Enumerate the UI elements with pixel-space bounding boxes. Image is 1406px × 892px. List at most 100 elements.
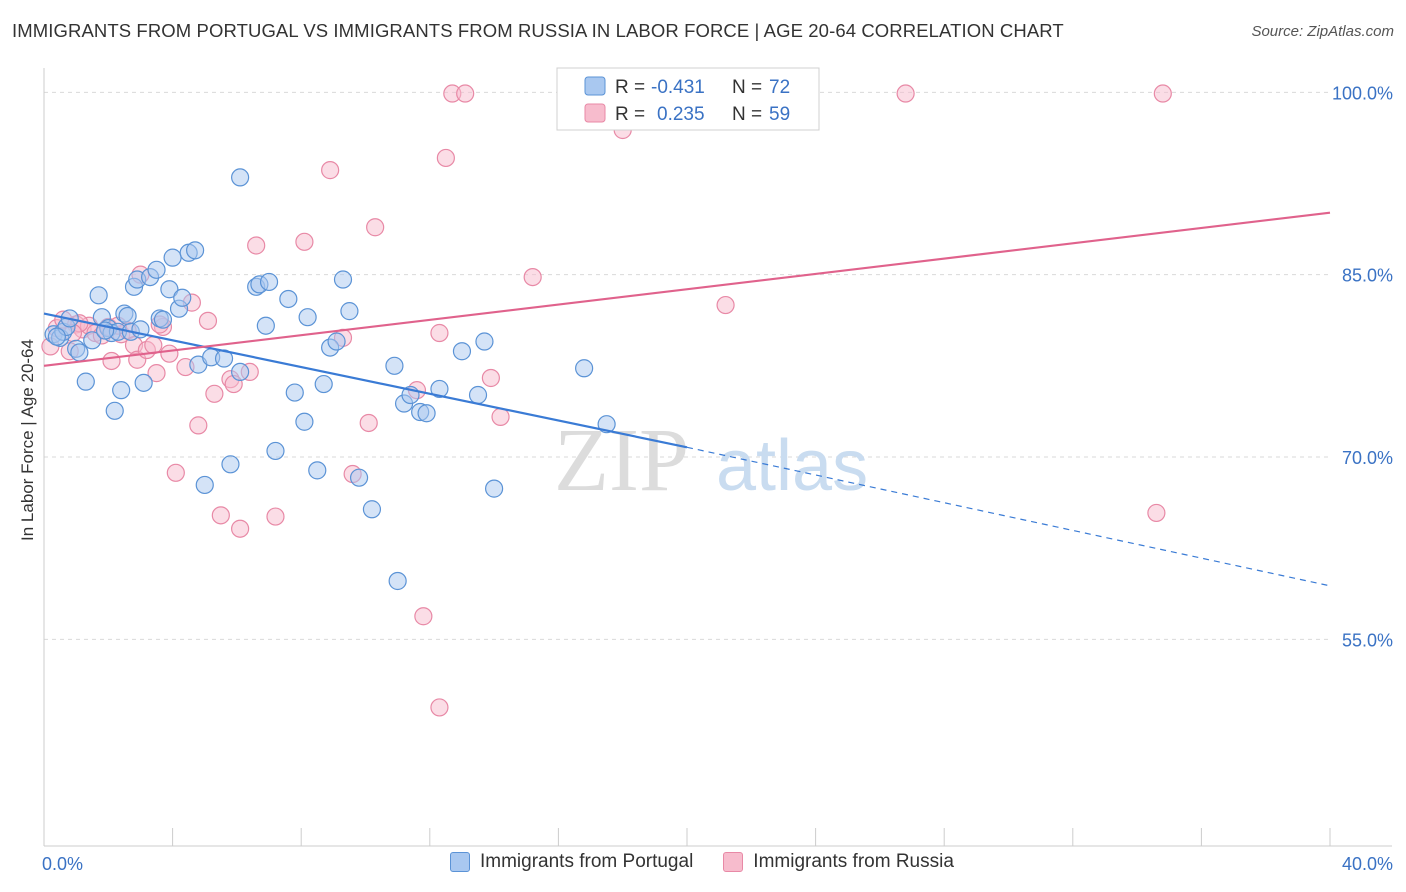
point-portugal-13 xyxy=(105,401,124,420)
point-portugal-37 xyxy=(231,168,250,187)
y-tick-label-0: 55.0% xyxy=(1342,630,1393,650)
legend-top: R = -0.431 N = 72 R = 0.235 N = 59 xyxy=(556,67,820,131)
point-russia-26 xyxy=(205,384,224,403)
point-portugal-50 xyxy=(327,332,346,351)
point-portugal-40 xyxy=(256,316,275,335)
point-portugal-54 xyxy=(362,500,382,519)
point-portugal-56 xyxy=(388,571,407,591)
point-russia-24 xyxy=(189,416,208,435)
point-russia-32 xyxy=(247,236,266,255)
trend-lines xyxy=(43,211,1331,587)
point-portugal-70 xyxy=(47,327,66,346)
point-russia-41 xyxy=(414,607,433,626)
legend-top-russia-r-value: 0.235 xyxy=(657,104,705,125)
point-russia-21 xyxy=(166,463,185,482)
point-russia-46 xyxy=(456,84,475,103)
point-portugal-24 xyxy=(153,310,173,329)
point-russia-51 xyxy=(716,295,735,315)
point-russia-48 xyxy=(491,407,510,426)
point-portugal-44 xyxy=(285,383,304,402)
point-portugal-6 xyxy=(70,343,89,362)
point-portugal-22 xyxy=(147,260,166,279)
legend-label-portugal: Immigrants from Portugal xyxy=(480,851,694,872)
legend-item-russia: Immigrants from Russia xyxy=(723,851,954,873)
legend-swatch-russia xyxy=(723,852,744,872)
point-portugal-53 xyxy=(349,468,369,487)
point-portugal-17 xyxy=(118,306,137,326)
source-label: Source: ZipAtlas.com xyxy=(1251,23,1394,40)
legend-top-portugal-n-label: N = xyxy=(732,77,762,98)
point-russia-49 xyxy=(523,267,542,287)
series-portugal-points xyxy=(44,168,616,591)
point-portugal-43 xyxy=(279,289,298,309)
y-tick-label-1: 70.0% xyxy=(1342,448,1393,468)
point-portugal-20 xyxy=(134,373,153,392)
point-portugal-48 xyxy=(314,374,333,394)
x-tick-label-1: 40.0% xyxy=(1342,854,1393,874)
point-portugal-35 xyxy=(221,455,240,474)
legend-top-portugal-swatch xyxy=(584,76,606,96)
point-russia-38 xyxy=(359,413,378,433)
point-portugal-61 xyxy=(430,379,449,399)
legend-top-portugal-n-value: 72 xyxy=(769,77,790,98)
point-russia-44 xyxy=(436,148,455,168)
watermark-zip: ZIP xyxy=(554,411,689,510)
point-russia-47 xyxy=(481,368,500,388)
point-portugal-36 xyxy=(231,362,250,382)
x-tick-label-0: 0.0% xyxy=(42,854,83,874)
point-russia-25 xyxy=(198,311,218,330)
series-russia-points xyxy=(41,84,1172,717)
point-portugal-15 xyxy=(112,381,131,400)
legend-top-portugal-r-label: R = xyxy=(615,77,645,98)
point-portugal-62 xyxy=(452,342,472,361)
point-portugal-65 xyxy=(485,479,504,498)
point-russia-54 xyxy=(1147,503,1166,523)
tick-labels: 55.0% 70.0% 85.0% 100.0% 0.0% 40.0% xyxy=(42,83,1393,874)
point-russia-34 xyxy=(295,232,314,251)
point-portugal-55 xyxy=(385,356,404,375)
legend-top-russia-r-label: R = xyxy=(615,104,645,125)
point-portugal-66 xyxy=(597,415,616,434)
point-portugal-63 xyxy=(468,385,488,405)
point-russia-30 xyxy=(231,519,250,538)
point-russia-42 xyxy=(430,698,449,717)
point-portugal-41 xyxy=(259,272,279,292)
watermark-atlas: atlas xyxy=(716,426,868,506)
point-portugal-47 xyxy=(308,461,327,480)
point-portugal-26 xyxy=(163,248,182,267)
legend-top-portugal-r-value: -0.431 xyxy=(651,77,705,98)
legend-top-russia-swatch xyxy=(584,103,606,123)
point-portugal-67 xyxy=(575,359,594,378)
point-portugal-30 xyxy=(186,241,205,260)
legend-top-russia-n-value: 59 xyxy=(769,104,790,125)
point-russia-18 xyxy=(147,364,166,383)
trend-portugal-solid xyxy=(43,312,688,449)
point-russia-20 xyxy=(160,344,179,363)
legend-bottom: Immigrants from Portugal Immigrants from… xyxy=(450,851,970,873)
trend-russia-solid xyxy=(43,211,1331,367)
watermark: ZIP atlas xyxy=(554,411,868,510)
point-portugal-51 xyxy=(333,270,353,289)
point-russia-52 xyxy=(896,84,915,103)
axes xyxy=(43,68,1392,847)
point-portugal-28 xyxy=(173,288,192,307)
point-russia-39 xyxy=(366,218,385,237)
y-tick-label-2: 85.0% xyxy=(1342,266,1393,286)
point-russia-53 xyxy=(1153,84,1172,103)
point-portugal-64 xyxy=(475,332,494,351)
point-portugal-7 xyxy=(76,372,95,391)
point-portugal-46 xyxy=(298,308,317,327)
legend-label-russia: Immigrants from Russia xyxy=(753,851,954,872)
point-portugal-60 xyxy=(417,404,436,423)
point-portugal-42 xyxy=(266,441,285,461)
point-russia-35 xyxy=(321,161,340,180)
legend-top-russia-n-label: N = xyxy=(732,104,762,125)
legend-swatch-portugal xyxy=(450,852,470,872)
point-portugal-52 xyxy=(340,302,359,321)
legend-item-portugal: Immigrants from Portugal xyxy=(450,851,693,873)
point-russia-10 xyxy=(102,351,121,371)
point-russia-27 xyxy=(211,506,230,525)
point-portugal-9 xyxy=(89,286,108,305)
point-portugal-8 xyxy=(83,331,102,350)
